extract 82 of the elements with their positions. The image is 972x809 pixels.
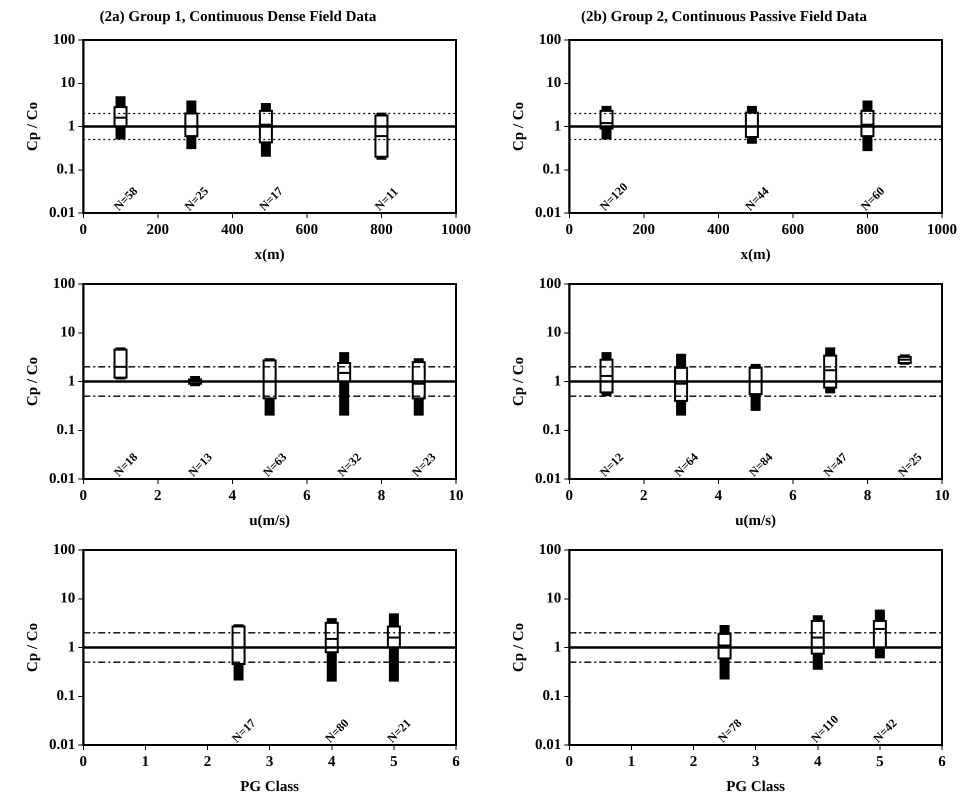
y-tick-label: 0.1 [56, 162, 76, 178]
y-tick-label: 0.01 [49, 204, 76, 221]
x-tick-label: 800 [370, 222, 393, 238]
x-tick-label: 0 [566, 222, 573, 238]
x-tick-label: 10 [934, 488, 950, 504]
y-tick-label: 1 [554, 639, 562, 656]
x-tick-label: 2 [640, 488, 648, 504]
x-axis-title: PG Class [726, 778, 786, 795]
x-axis-title: PG Class [240, 778, 300, 795]
x-tick-label: 800 [856, 222, 879, 238]
x-axis-title: x(m) [740, 246, 771, 263]
y-tick-label: 0.01 [535, 470, 562, 487]
y-tick-label: 100 [538, 32, 562, 48]
x-axis-title: x(m) [254, 246, 285, 263]
x-tick-label: 6 [452, 754, 460, 770]
y-tick-label: 100 [52, 276, 76, 292]
x-tick-label: 4 [814, 754, 822, 770]
x-tick-label: 1000 [927, 222, 957, 238]
y-tick-label: 10 [60, 75, 76, 92]
x-tick-label: 8 [864, 488, 872, 504]
y-tick-label: 1 [68, 639, 76, 656]
x-tick-label: 5 [390, 754, 398, 770]
y-tick-label: 0.01 [535, 736, 562, 753]
y-tick-label: 10 [60, 590, 76, 607]
chart-title: (2b) Group 2, Continuous Passive Field Data [580, 8, 868, 25]
y-tick-label: 0.1 [56, 422, 76, 438]
x-tick-label: 200 [146, 222, 170, 238]
y-axis-title: Cp / Co [24, 356, 41, 406]
x-tick-label: 4 [328, 754, 336, 770]
y-tick-label: 10 [546, 75, 562, 92]
y-tick-label: 100 [52, 32, 76, 48]
y-tick-label: 1 [554, 118, 562, 134]
x-tick-label: 600 [782, 222, 804, 238]
x-tick-label: 0 [566, 754, 573, 770]
y-tick-label: 0.1 [56, 688, 76, 704]
x-tick-label: 400 [707, 222, 730, 238]
y-tick-label: 10 [546, 590, 562, 607]
x-tick-label: 4 [714, 488, 723, 504]
y-tick-label: 0.1 [542, 422, 562, 438]
x-tick-label: 8 [378, 488, 386, 504]
chart-title: (2a) Group 1, Continuous Dense Field Data [100, 8, 377, 25]
x-axis-title: u(m/s) [735, 512, 776, 529]
y-tick-label: 1 [68, 373, 76, 390]
x-tick-label: 2 [154, 488, 162, 504]
x-tick-label: 0 [80, 222, 87, 238]
x-tick-label: 0 [80, 754, 87, 770]
x-tick-label: 2 [204, 754, 212, 770]
y-axis-title: Cp / Co [510, 102, 527, 152]
x-tick-label: 4 [228, 488, 237, 504]
y-tick-label: 0.1 [542, 162, 562, 178]
y-tick-label: 100 [52, 542, 76, 558]
y-axis-title: Cp / Co [510, 622, 527, 672]
x-tick-label: 0 [566, 488, 573, 504]
y-axis-title: Cp / Co [24, 102, 41, 152]
y-tick-label: 0.01 [49, 470, 76, 487]
x-tick-label: 200 [632, 222, 656, 238]
x-tick-label: 5 [876, 754, 884, 770]
y-tick-label: 100 [538, 276, 562, 292]
x-tick-label: 3 [266, 754, 274, 770]
y-tick-label: 10 [60, 324, 76, 341]
x-tick-label: 1 [628, 754, 636, 770]
x-tick-label: 400 [221, 222, 244, 238]
x-tick-label: 6 [789, 488, 798, 504]
x-tick-label: 1000 [441, 222, 471, 238]
x-tick-label: 3 [752, 754, 760, 770]
y-tick-label: 100 [538, 542, 562, 558]
x-tick-label: 2 [690, 754, 698, 770]
x-axis-title: u(m/s) [249, 512, 290, 529]
y-axis-title: Cp / Co [24, 622, 41, 672]
x-tick-label: 6 [303, 488, 312, 504]
y-tick-label: 1 [554, 373, 562, 390]
y-axis-title: Cp / Co [510, 356, 527, 406]
y-tick-label: 10 [546, 324, 562, 341]
x-tick-label: 0 [80, 488, 87, 504]
y-tick-label: 0.01 [49, 736, 76, 753]
x-tick-label: 6 [938, 754, 946, 770]
x-tick-label: 10 [448, 488, 464, 504]
y-tick-label: 1 [68, 118, 76, 134]
x-tick-label: 600 [296, 222, 318, 238]
y-tick-label: 0.01 [535, 204, 562, 221]
x-tick-label: 1 [142, 754, 150, 770]
y-tick-label: 0.1 [542, 688, 562, 704]
